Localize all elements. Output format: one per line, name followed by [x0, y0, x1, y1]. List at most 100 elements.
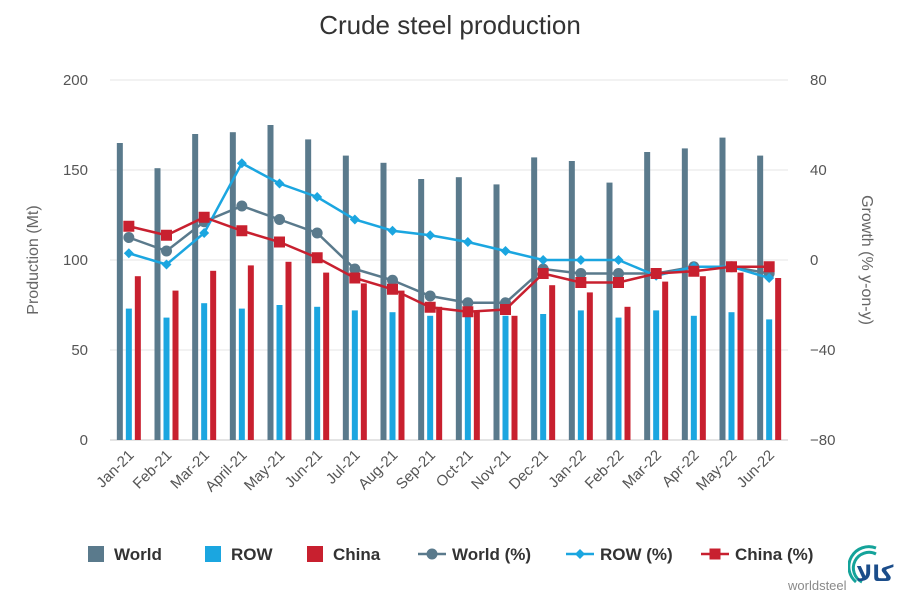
- point-china: [613, 277, 624, 288]
- x-tick-label: Feb-21: [130, 447, 176, 493]
- bar-world: [342, 155, 349, 440]
- point-row: [500, 246, 511, 256]
- y2-tick-label: 80: [810, 72, 827, 89]
- bar-world: [116, 143, 123, 440]
- y-tick-label: 200: [63, 72, 88, 89]
- bar-world: [644, 152, 651, 440]
- point-row: [425, 230, 436, 241]
- x-tick-label: Jan-21: [93, 447, 137, 491]
- bar-row: [314, 306, 321, 440]
- bar-row: [502, 315, 509, 440]
- bar-china: [323, 272, 330, 440]
- point-china: [537, 268, 549, 279]
- line-china: [128, 215, 770, 314]
- bar-world: [380, 162, 387, 441]
- legend-marker-china: [709, 548, 721, 560]
- point-world: [349, 263, 361, 275]
- point-world: [387, 274, 398, 286]
- bar-row: [615, 317, 622, 440]
- bar-row: [690, 315, 697, 440]
- bar-china: [210, 270, 217, 440]
- point-china: [274, 236, 285, 248]
- point-row: [349, 214, 360, 225]
- point-row: [312, 192, 323, 202]
- point-china: [198, 211, 210, 223]
- point-china: [236, 225, 248, 237]
- point-china: [462, 306, 474, 318]
- bar-row: [125, 308, 132, 440]
- x-tick-label: Jun-21: [282, 447, 326, 491]
- point-china: [575, 277, 587, 288]
- legend-marker-world: [426, 548, 438, 560]
- bar-world: [154, 168, 161, 440]
- point-china: [349, 272, 361, 284]
- bar-row: [766, 319, 773, 440]
- point-row: [538, 255, 549, 265]
- bar-row: [276, 305, 283, 440]
- x-tick-label: May-22: [693, 447, 740, 494]
- x-tick-label: Nov-21: [468, 447, 514, 493]
- y2-tick-label: 0: [810, 252, 818, 269]
- bar-china: [247, 265, 254, 440]
- x-tick-label: Feb-22: [582, 447, 628, 493]
- bar-china: [172, 290, 179, 440]
- bar-world: [531, 157, 538, 440]
- y-tick-label: 0: [80, 432, 88, 449]
- bar-china: [436, 306, 443, 440]
- point-row: [236, 158, 247, 169]
- point-china: [424, 301, 436, 313]
- legend-label-row: ROW: [231, 545, 274, 564]
- watermark-logo-icon: [848, 545, 877, 584]
- x-tick-label: Aug-21: [355, 447, 401, 493]
- point-row: [199, 228, 210, 238]
- point-china: [688, 265, 700, 277]
- point-china: [387, 283, 398, 295]
- point-row: [764, 273, 775, 283]
- bar-china: [285, 261, 292, 440]
- legend-swatch-world: [88, 546, 104, 562]
- x-tick-label: May-21: [241, 447, 288, 494]
- y2-axis-title: Growth (% y-on-y): [858, 195, 875, 325]
- point-world: [462, 297, 474, 309]
- point-china: [311, 252, 323, 264]
- point-world: [311, 227, 323, 239]
- bar-world: [757, 155, 764, 440]
- point-world: [274, 214, 285, 225]
- bar-world: [192, 134, 199, 440]
- chart-title: Crude steel production: [319, 10, 581, 40]
- bar-row: [238, 308, 245, 440]
- line-row: [128, 161, 770, 280]
- bar-china: [398, 290, 405, 440]
- bar-row: [163, 317, 170, 440]
- bar-china: [775, 278, 782, 440]
- legend-label-world: World (%): [452, 545, 531, 564]
- y-tick-label: 50: [71, 342, 88, 359]
- bar-row: [351, 310, 358, 440]
- legend-marker-row: [575, 549, 585, 559]
- legend-label-china: China (%): [735, 545, 813, 564]
- bar-world: [606, 182, 613, 440]
- point-world: [236, 200, 248, 212]
- bar-row: [540, 314, 547, 440]
- y-tick-label: 100: [63, 252, 88, 269]
- legend-label-row: ROW (%): [600, 545, 673, 564]
- point-world: [123, 232, 135, 243]
- bar-row: [464, 314, 471, 440]
- bar-china: [549, 285, 556, 440]
- bar-row: [577, 310, 584, 440]
- bar-world: [267, 125, 274, 440]
- point-world: [613, 268, 624, 279]
- x-tick-label: Jun-22: [734, 447, 778, 491]
- bar-world: [305, 139, 312, 440]
- bar-world: [229, 132, 236, 440]
- point-china: [650, 268, 662, 279]
- bar-china: [624, 306, 631, 440]
- x-tick-label: April-21: [202, 447, 251, 496]
- point-row: [462, 237, 473, 247]
- x-tick-label: Jan-22: [545, 447, 589, 491]
- point-world: [424, 290, 436, 302]
- bar-china: [662, 281, 669, 440]
- bar-china: [586, 292, 593, 440]
